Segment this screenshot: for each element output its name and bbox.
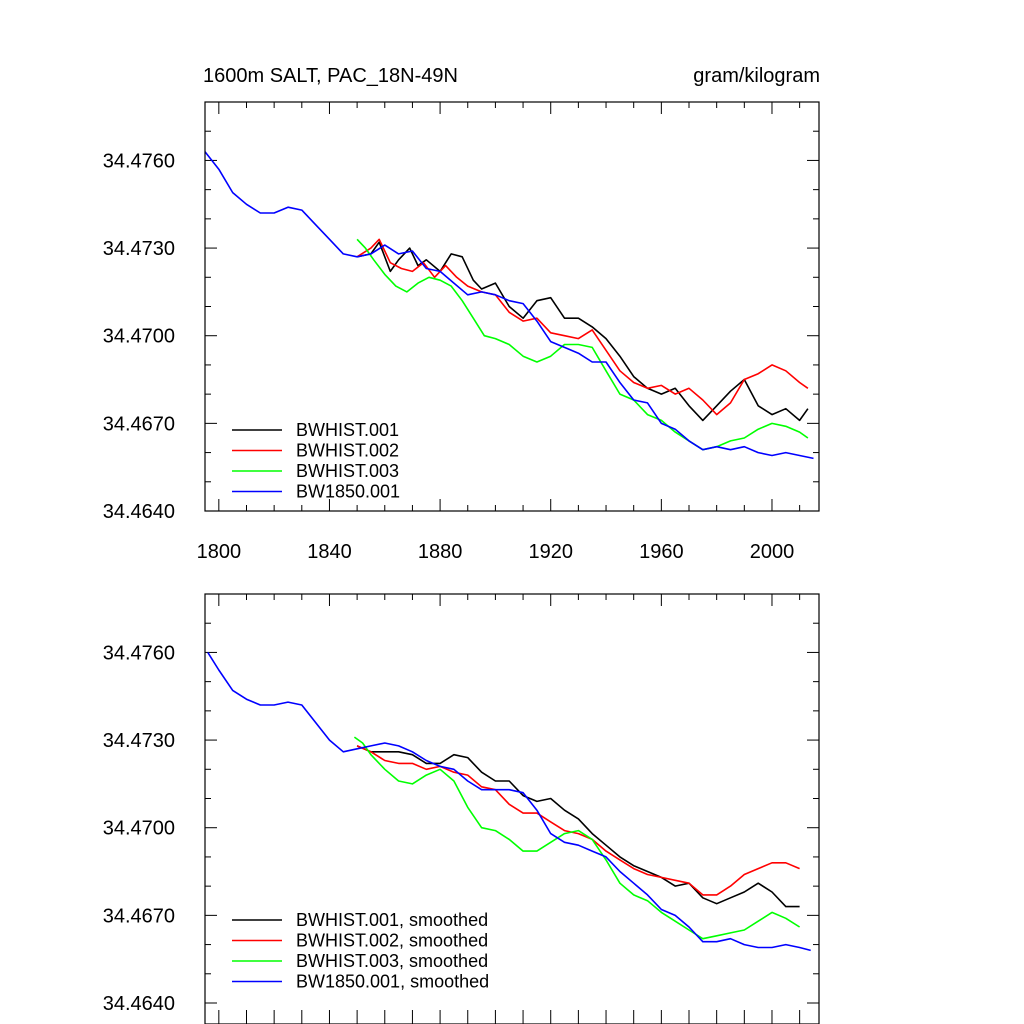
- y-tick-label: 34.4700: [103, 326, 175, 348]
- x-tick-label: 2000: [750, 541, 795, 563]
- series-line-1: [356, 745, 800, 908]
- y-tick-label: 34.4730: [103, 730, 175, 752]
- series-line-4: [205, 151, 814, 460]
- legend-label: BWHIST.001, smoothed: [296, 910, 488, 930]
- x-tick-label: 1800: [197, 541, 242, 563]
- y-tick-label: 34.4670: [103, 905, 175, 927]
- series-line-3: [356, 238, 809, 451]
- top-axis-ticks: [205, 101, 819, 512]
- legend-label: BWHIST.003: [296, 461, 399, 481]
- bottom-plot-frame: [204, 593, 820, 1024]
- series-line-4: [207, 651, 811, 952]
- top-x-tick-labels: 1800 1840 1880 1920 1960 2000: [197, 541, 795, 563]
- chart-title: 1600m SALT, PAC_18N-49N: [203, 65, 458, 87]
- x-tick-label: 1840: [307, 541, 352, 563]
- top-series-lines: [205, 151, 814, 460]
- bottom-axis-ticks: [205, 593, 819, 1024]
- series-line-1: [356, 241, 809, 422]
- legend-label: BWHIST.001: [296, 420, 399, 440]
- legend-label: BWHIST.003, smoothed: [296, 951, 488, 971]
- x-tick-label: 1920: [528, 541, 573, 563]
- y-tick-label: 34.4640: [103, 993, 175, 1015]
- top-plot-frame: [204, 101, 820, 512]
- y-tick-label: 34.4700: [103, 818, 175, 840]
- x-tick-label: 1880: [418, 541, 463, 563]
- bottom-panel: 34.4640 34.4670 34.4700 34.4730 34.4760 BWHI…: [103, 593, 820, 1024]
- legend-label: BWHIST.002, smoothed: [296, 931, 488, 951]
- legend-label: BW1850.001, smoothed: [296, 972, 489, 992]
- y-tick-label: 34.4730: [103, 238, 175, 260]
- top-panel: 1600m SALT, PAC_18N-49N gram/kilogram 18…: [103, 65, 820, 563]
- series-line-3: [353, 736, 801, 940]
- y-tick-label: 34.4760: [103, 642, 175, 664]
- bottom-series-lines: [207, 651, 811, 952]
- x-tick-label: 1960: [639, 541, 684, 563]
- series-line-2: [356, 745, 800, 896]
- series-line-2: [356, 238, 809, 416]
- legend-label: BWHIST.002: [296, 441, 399, 461]
- units-label: gram/kilogram: [693, 65, 820, 87]
- y-tick-label: 34.4640: [103, 501, 175, 523]
- y-tick-label: 34.4670: [103, 413, 175, 435]
- bottom-y-tick-labels: 34.4640 34.4670 34.4700 34.4730 34.4760: [103, 642, 175, 1015]
- legend-label: BW1850.001: [296, 482, 400, 502]
- y-tick-label: 34.4760: [103, 150, 175, 172]
- top-y-tick-labels: 34.4640 34.4670 34.4700 34.4730 34.4760: [103, 150, 175, 523]
